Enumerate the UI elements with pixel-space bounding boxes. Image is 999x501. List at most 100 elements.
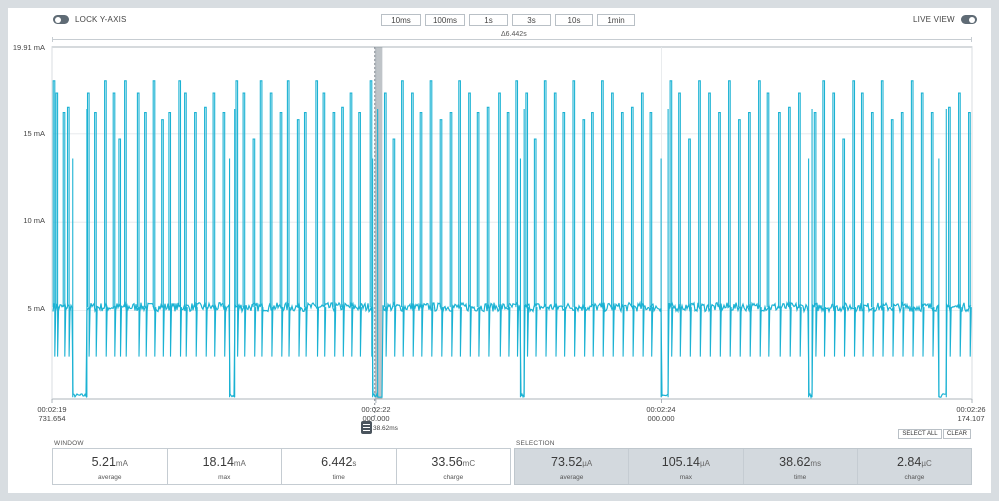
current-spike (118, 138, 123, 357)
current-spike (411, 92, 415, 357)
current-spike (486, 106, 491, 357)
current-spike (601, 80, 605, 357)
window-average-stat: 5.21mA average (53, 449, 168, 484)
toggle-switch-icon[interactable] (960, 15, 977, 24)
current-spike (798, 92, 802, 357)
x-tick-ms: 731.654 (38, 414, 66, 423)
selection-handle-icon[interactable] (361, 421, 372, 434)
current-spike (315, 80, 320, 357)
x-tick-ms: 000.000 (647, 414, 675, 423)
current-spike (620, 112, 625, 357)
live-view-label: LIVE VIEW (913, 15, 955, 24)
current-spike (640, 92, 645, 357)
current-spike (112, 92, 117, 357)
selection-time-stat: 38.62ms time (744, 449, 858, 484)
current-spike (948, 106, 952, 357)
zoom-10ms-button[interactable]: 10ms (381, 14, 421, 26)
current-spike (349, 92, 354, 357)
current-spike (748, 112, 752, 357)
current-spike (669, 80, 674, 357)
stat-value: 105.14 (661, 454, 701, 469)
current-spike (553, 92, 558, 357)
zoom-100ms-button[interactable]: 100ms (425, 14, 465, 26)
selection-stats-title: SELECTION (516, 440, 555, 447)
zoom-1s-button[interactable]: 1s (469, 14, 508, 26)
stat-value: 73.52 (551, 454, 583, 469)
current-spike (678, 92, 682, 357)
current-spike (235, 80, 240, 357)
current-spike (582, 119, 587, 357)
current-spike (562, 112, 567, 357)
current-spike (296, 119, 301, 357)
current-spike (738, 119, 742, 357)
y-tick-label: 5 mA (27, 304, 45, 313)
lock-y-axis-label: LOCK Y-AXIS (75, 15, 127, 24)
x-tick-time: 00:02:24 (646, 405, 676, 414)
current-spike (303, 112, 308, 357)
power-profiler-panel (8, 8, 991, 493)
zoom-3s-button[interactable]: 3s (512, 14, 551, 26)
current-spike (813, 112, 818, 357)
current-spike (332, 112, 337, 357)
x-tick-time: 00:02:26 (956, 405, 986, 414)
zoom-1min-button[interactable]: 1min (597, 14, 635, 26)
current-spike (778, 112, 782, 357)
selection-stats-box: 73.52µA average 105.14µA max 38.62ms tim… (514, 448, 972, 485)
x-tick-time: 00:02:19 (37, 405, 67, 414)
current-spike (910, 80, 915, 357)
stat-label: max (218, 473, 231, 481)
selection-charge-stat: 2.84µC charge (858, 449, 971, 484)
current-spike (728, 80, 732, 357)
current-spike (124, 80, 128, 357)
current-spike (449, 112, 454, 357)
current-spike (890, 119, 895, 357)
current-spike (870, 112, 875, 357)
current-spike (968, 112, 972, 357)
current-spike (383, 92, 388, 357)
current-spike (533, 138, 538, 357)
x-tick-label: 00:02:24 000.000 (643, 405, 679, 423)
current-spike (168, 112, 173, 357)
current-spike (708, 92, 712, 357)
window-time-stat: 6.442s time (282, 449, 397, 484)
current-spike (649, 112, 654, 357)
current-spike (822, 80, 827, 357)
lock-y-axis-toggle[interactable]: LOCK Y-AXIS (53, 15, 127, 24)
current-spike (591, 112, 595, 357)
y-tick-label: 15 mA (23, 129, 45, 138)
current-spike (832, 92, 837, 357)
current-spike (468, 92, 472, 357)
current-spike (184, 92, 188, 357)
current-spike (439, 119, 444, 357)
current-spike (259, 80, 264, 357)
toggle-switch-icon[interactable] (53, 15, 69, 24)
current-spike (498, 92, 502, 357)
current-spike (94, 112, 98, 357)
stat-value: 18.14 (202, 454, 234, 469)
stat-label: average (98, 473, 122, 481)
x-tick-ms: 174.107 (957, 414, 985, 423)
current-spike (506, 112, 511, 357)
current-spike (852, 80, 857, 357)
clear-selection-button[interactable]: CLEAR (943, 429, 971, 439)
current-spike (525, 92, 530, 357)
y-tick-label: 10 mA (23, 216, 45, 225)
current-spike (401, 80, 405, 357)
current-spike (611, 92, 615, 357)
current-spike (322, 92, 327, 357)
stat-unit: µA (582, 458, 593, 468)
current-spike (194, 112, 198, 357)
current-spike (204, 106, 208, 357)
current-spike (958, 92, 962, 357)
x-tick-label: 00:02:26 174.107 (953, 405, 989, 423)
current-spike (630, 106, 635, 357)
select-all-button[interactable]: SELECT ALL (898, 429, 942, 439)
live-view-toggle[interactable]: LIVE VIEW (913, 15, 977, 24)
zoom-10s-button[interactable]: 10s (555, 14, 593, 26)
current-spike (930, 112, 935, 357)
current-spike (55, 92, 60, 357)
x-tick-time: 00:02:22 (361, 405, 391, 414)
stat-unit: µC (921, 458, 932, 468)
current-spike (392, 138, 397, 357)
